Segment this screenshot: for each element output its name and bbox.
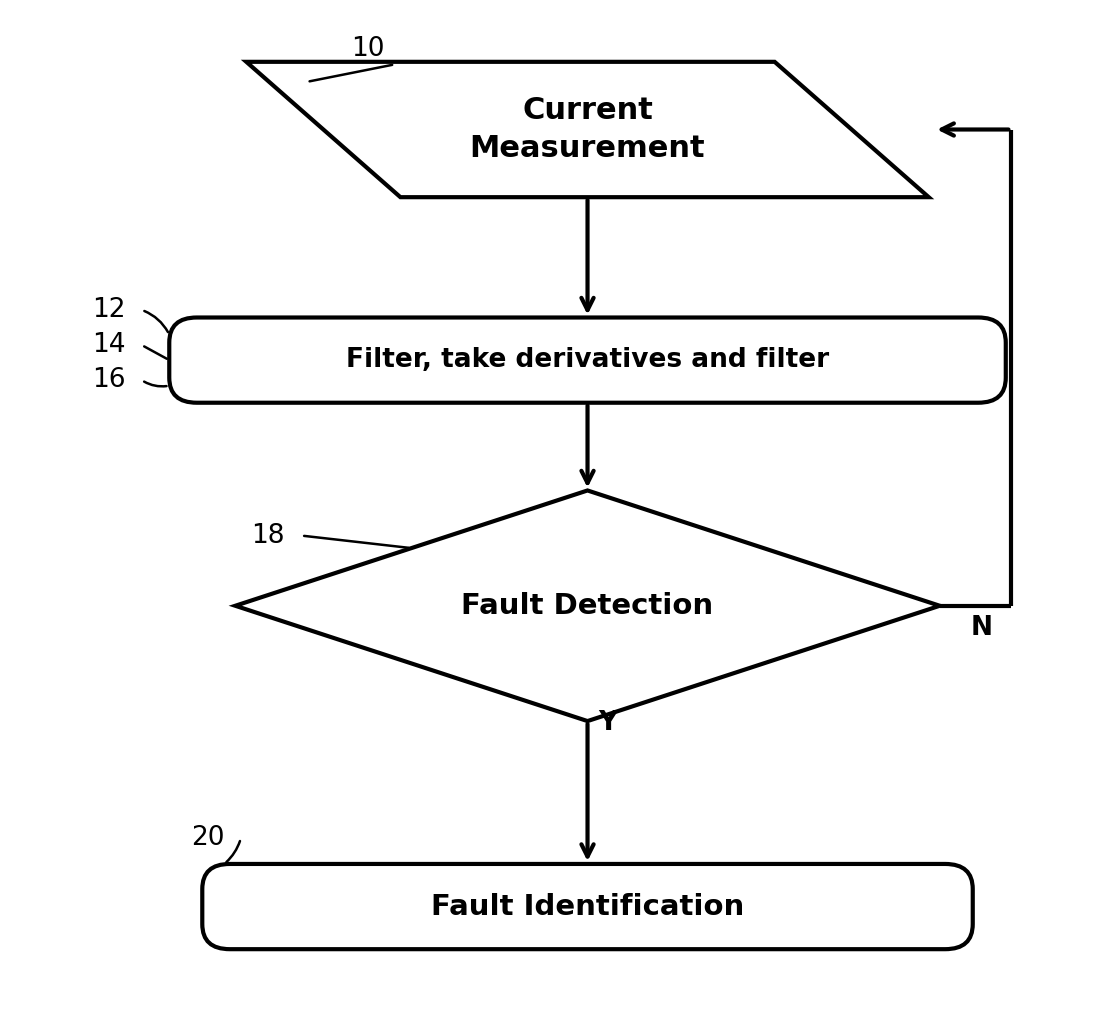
Text: Fault Identification: Fault Identification [431,893,744,921]
Text: N: N [970,615,993,641]
Text: 16: 16 [92,367,125,393]
Text: 10: 10 [350,36,384,63]
Text: Current
Measurement: Current Measurement [470,96,705,163]
Text: 18: 18 [252,523,285,549]
Text: Filter, take derivatives and filter: Filter, take derivatives and filter [346,347,830,373]
Text: Y: Y [598,710,617,736]
Text: 14: 14 [92,332,125,358]
Text: Fault Detection: Fault Detection [461,591,713,620]
Text: 12: 12 [92,297,125,323]
Text: 20: 20 [191,825,224,851]
